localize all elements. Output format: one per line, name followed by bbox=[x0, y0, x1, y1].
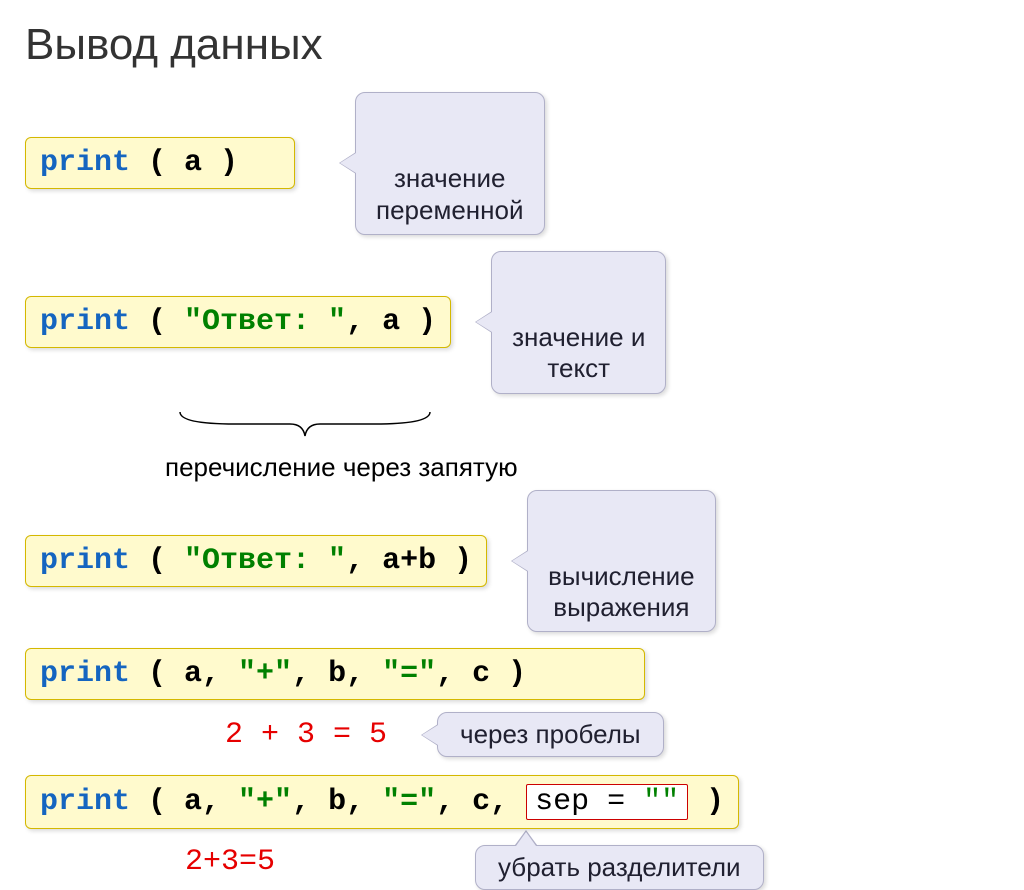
example-row-4: print ( a, "+", b, "=", c ) bbox=[25, 648, 999, 700]
page-title: Вывод данных bbox=[25, 20, 999, 70]
keyword: print bbox=[40, 305, 130, 339]
callout-5: убрать разделители bbox=[475, 845, 764, 890]
sep-box: sep = "" bbox=[526, 784, 688, 820]
brace-note: перечисление через запятую bbox=[165, 452, 518, 483]
code-open: ( bbox=[130, 544, 184, 578]
callout-text: значение переменной bbox=[376, 163, 524, 224]
keyword: print bbox=[40, 657, 130, 691]
callout-text: через пробелы bbox=[460, 719, 641, 749]
callout-4: через пробелы bbox=[437, 712, 664, 757]
callout-text: вычисление выражения bbox=[548, 561, 695, 622]
output-text: 2 + 3 = 5 bbox=[225, 718, 387, 752]
brace-icon bbox=[175, 410, 435, 440]
example-row-5: print ( a, "+", b, "=", c, sep = "" ) bbox=[25, 775, 999, 829]
code-rest: , a ) bbox=[346, 305, 436, 339]
example-row-1: print ( a ) значение переменной bbox=[25, 92, 999, 235]
output-text: 2+3=5 bbox=[185, 845, 275, 879]
code-string: "Ответ: " bbox=[184, 544, 346, 578]
callout-1: значение переменной bbox=[355, 92, 545, 235]
callout-2: значение и текст bbox=[491, 251, 666, 394]
keyword: print bbox=[40, 544, 130, 578]
callout-text: значение и текст bbox=[512, 322, 645, 383]
keyword: print bbox=[40, 785, 130, 819]
code-box-3: print ( "Ответ: ", a+b ) bbox=[25, 535, 487, 587]
output-row-4: 2 + 3 = 5 через пробелы bbox=[225, 712, 999, 757]
keyword: print bbox=[40, 146, 130, 180]
code-box-5: print ( a, "+", b, "=", c, sep = "" ) bbox=[25, 775, 739, 829]
callout-3: вычисление выражения bbox=[527, 490, 716, 633]
code-box-2: print ( "Ответ: ", a ) bbox=[25, 296, 451, 348]
code-string: "Ответ: " bbox=[184, 305, 346, 339]
example-row-2: print ( "Ответ: ", a ) значение и текст bbox=[25, 251, 999, 394]
code-box-1: print ( a ) bbox=[25, 137, 295, 189]
callout-text: убрать разделители bbox=[498, 852, 741, 882]
code-box-4: print ( a, "+", b, "=", c ) bbox=[25, 648, 645, 700]
code-rest: , a+b ) bbox=[346, 544, 472, 578]
code-args: ( a ) bbox=[130, 146, 238, 180]
output-row-5: 2+3=5 убрать разделители bbox=[185, 845, 999, 890]
example-row-3: print ( "Ответ: ", a+b ) вычисление выра… bbox=[25, 490, 999, 633]
code-open: ( bbox=[130, 305, 184, 339]
